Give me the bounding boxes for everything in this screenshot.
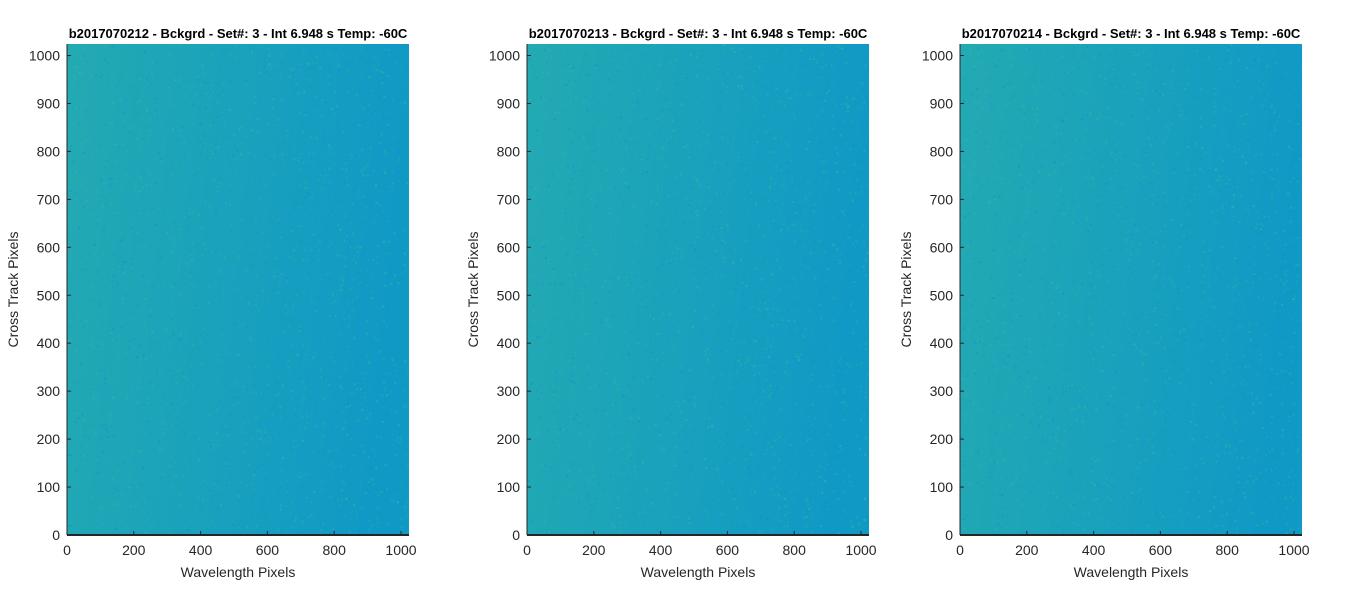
- heatmap-background: [67, 44, 409, 535]
- x-tick-label: 200: [1015, 542, 1039, 558]
- chart-title: b2017070212 - Bckgrd - Set#: 3 - Int 6.9…: [69, 26, 408, 41]
- chart-title: b2017070214 - Bckgrd - Set#: 3 - Int 6.9…: [962, 26, 1301, 41]
- x-tick-label: 1000: [1278, 542, 1309, 558]
- heatmap-noise: [527, 44, 869, 535]
- y-axis-label: Cross Track Pixels: [898, 232, 914, 348]
- x-tick-label: 600: [256, 542, 280, 558]
- x-tick-label: 1000: [385, 542, 416, 558]
- x-tick-label: 800: [1216, 542, 1240, 558]
- y-tick-label: 1000: [489, 48, 520, 64]
- x-axis-label: Wavelength Pixels: [181, 564, 296, 580]
- x-tick-label: 400: [189, 542, 213, 558]
- heatmap-noise: [67, 44, 409, 535]
- y-tick-label: 100: [37, 479, 61, 495]
- panel-2: 0 200 400 600 800 1000 0 100 200 300 400 500 600 700 8…: [465, 26, 877, 580]
- y-tick-label: 100: [497, 479, 521, 495]
- x-tick-label: 400: [649, 542, 673, 558]
- x-axis-label: Wavelength Pixels: [1074, 564, 1189, 580]
- y-axis-label: Cross Track Pixels: [465, 232, 481, 348]
- y-tick-label: 700: [497, 191, 521, 207]
- heatmap-image: [67, 44, 409, 535]
- y-tick-label: 800: [497, 143, 521, 159]
- y-tick-label: 600: [930, 239, 954, 255]
- y-tick-label: 500: [930, 287, 954, 303]
- y-tick-label: 1000: [922, 48, 953, 64]
- heatmap-noise: [960, 44, 1302, 535]
- y-tick-label: 700: [930, 191, 954, 207]
- x-tick-label: 400: [1082, 542, 1106, 558]
- x-tick-label: 200: [122, 542, 146, 558]
- y-tick-label: 900: [497, 95, 521, 111]
- y-tick-label: 400: [37, 335, 61, 351]
- y-tick-label: 300: [37, 383, 61, 399]
- heatmap-image: [960, 44, 1302, 535]
- x-tick-label: 1000: [845, 542, 876, 558]
- y-tick-label: 600: [37, 239, 61, 255]
- y-tick-label: 800: [930, 143, 954, 159]
- y-tick-label: 1000: [29, 48, 60, 64]
- panel-1: 0 200 400 600 800 1000 0 100 200 300 400 500 600 700 8…: [5, 26, 417, 580]
- heatmap-background: [527, 44, 869, 535]
- heatmap-image: [527, 44, 869, 535]
- x-axis-label: Wavelength Pixels: [641, 564, 756, 580]
- y-tick-label: 200: [930, 431, 954, 447]
- y-axis-label: Cross Track Pixels: [5, 232, 21, 348]
- chart-title: b2017070213 - Bckgrd - Set#: 3 - Int 6.9…: [529, 26, 868, 41]
- x-tick-label: 0: [956, 542, 964, 558]
- y-tick-label: 400: [497, 335, 521, 351]
- y-tick-label: 700: [37, 191, 61, 207]
- x-tick-label: 0: [63, 542, 71, 558]
- y-tick-label: 500: [37, 287, 61, 303]
- y-tick-label: 0: [945, 527, 953, 543]
- x-tick-label: 200: [582, 542, 606, 558]
- panel-3: 0 200 400 600 800 1000 0 100 200 300 400 500 600 700 8…: [898, 26, 1310, 580]
- y-tick-label: 800: [37, 143, 61, 159]
- x-tick-label: 800: [783, 542, 807, 558]
- y-tick-label: 0: [512, 527, 520, 543]
- y-tick-label: 200: [37, 431, 61, 447]
- x-tick-label: 600: [716, 542, 740, 558]
- y-tick-label: 0: [52, 527, 60, 543]
- y-tick-label: 900: [37, 95, 61, 111]
- y-tick-label: 300: [497, 383, 521, 399]
- y-tick-label: 400: [930, 335, 954, 351]
- y-tick-label: 900: [930, 95, 954, 111]
- x-tick-label: 0: [523, 542, 531, 558]
- y-tick-label: 100: [930, 479, 954, 495]
- heatmap-background: [960, 44, 1302, 535]
- y-tick-label: 500: [497, 287, 521, 303]
- y-tick-label: 300: [930, 383, 954, 399]
- y-tick-label: 200: [497, 431, 521, 447]
- y-tick-label: 600: [497, 239, 521, 255]
- x-tick-label: 600: [1149, 542, 1173, 558]
- x-tick-label: 800: [323, 542, 347, 558]
